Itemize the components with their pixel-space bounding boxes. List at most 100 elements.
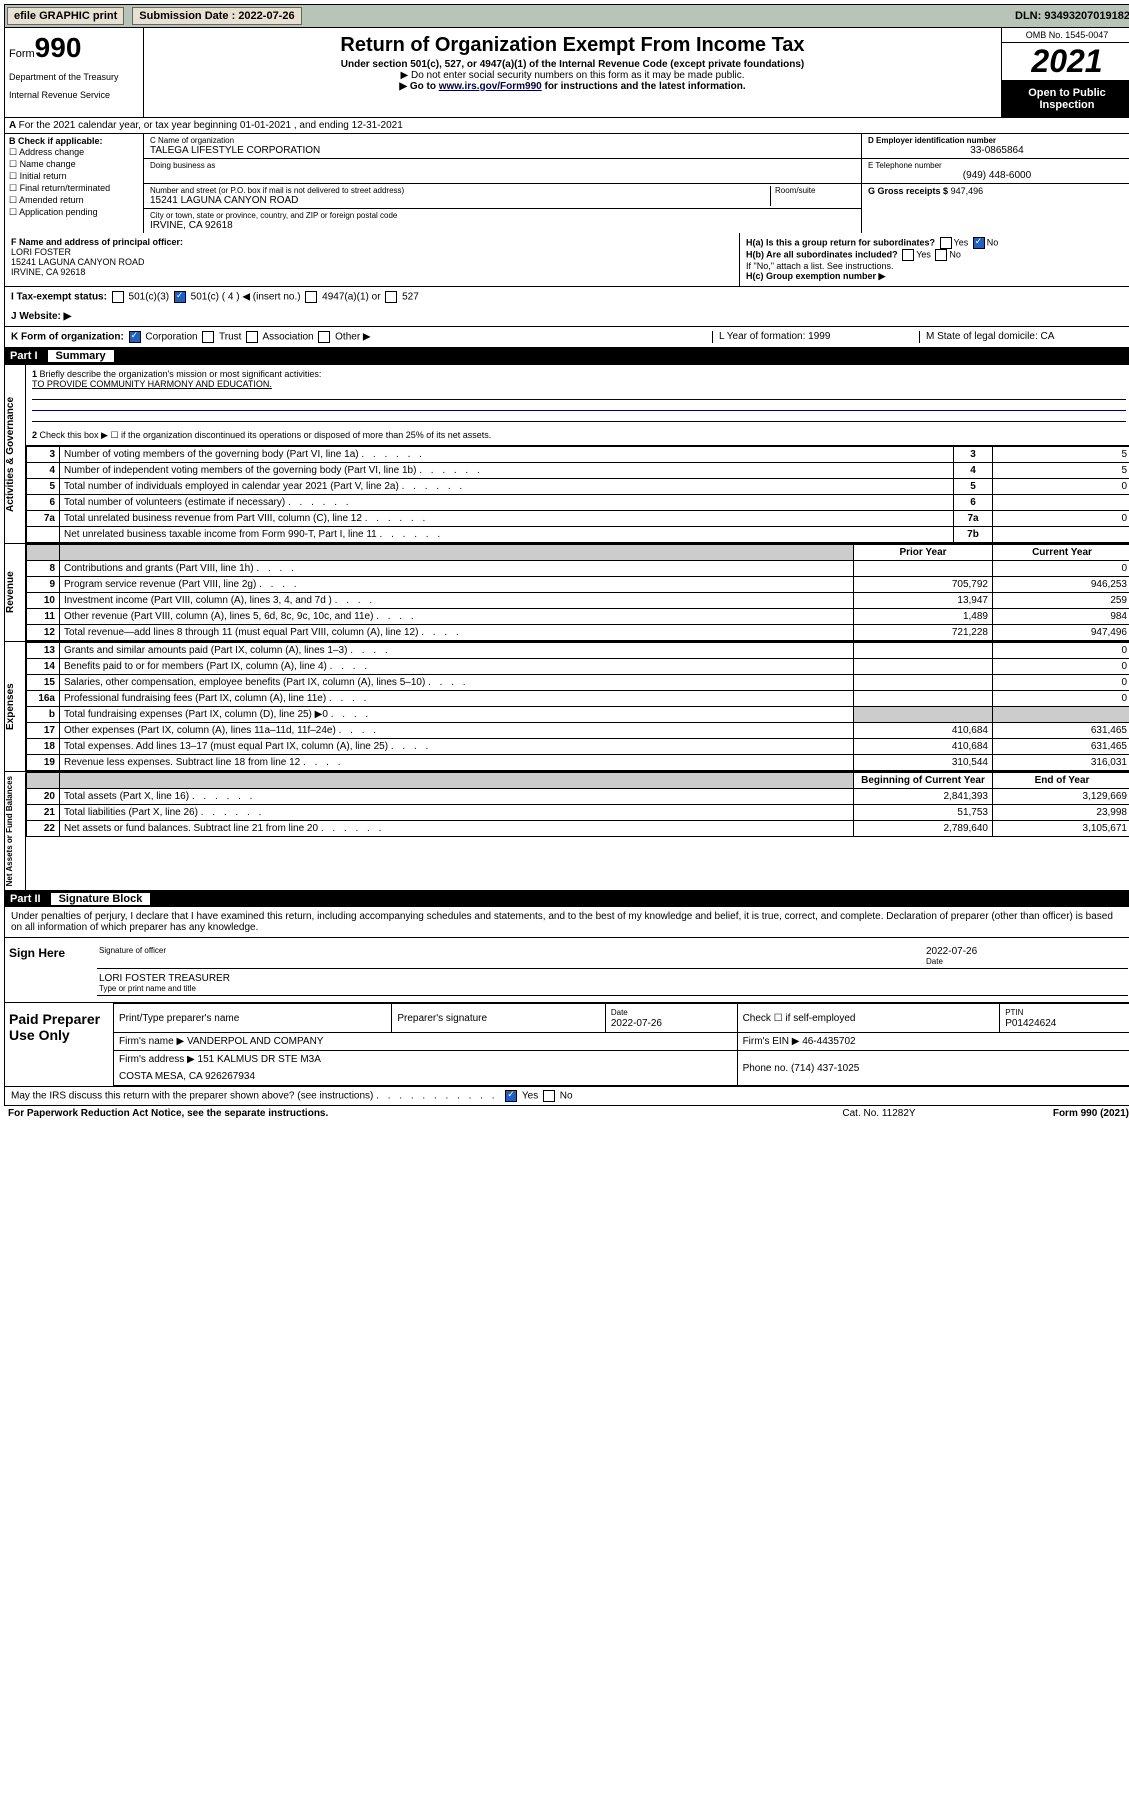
net-assets-table: Beginning of Current YearEnd of Year20To…	[26, 772, 1129, 837]
paperwork-notice: For Paperwork Reduction Act Notice, see …	[8, 1108, 779, 1119]
ck-initial-return[interactable]: ☐ Initial return	[9, 171, 139, 182]
city-state-zip: IRVINE, CA 92618	[150, 220, 855, 231]
tax-status-label: I Tax-exempt status:	[11, 292, 107, 303]
website-label: J Website: ▶	[11, 311, 71, 322]
expenses-table: 13Grants and similar amounts paid (Part …	[26, 642, 1129, 771]
form-header: Form990 Department of the Treasury Inter…	[4, 28, 1129, 118]
form-title: Return of Organization Exempt From Incom…	[148, 34, 997, 57]
ck-trust[interactable]	[202, 331, 214, 343]
ck-name-change[interactable]: ☐ Name change	[9, 159, 139, 170]
ck-501c3[interactable]	[112, 291, 124, 303]
firm-addr1: 151 KALMUS DR STE M3A	[198, 1054, 321, 1065]
ein-value: 33-0865864	[868, 145, 1126, 156]
vlabel-governance: Activities & Governance	[5, 365, 26, 543]
ha-no[interactable]	[973, 237, 985, 249]
officer-addr1: 15241 LAGUNA CANYON ROAD	[11, 257, 733, 267]
org-name: TALEGA LIFESTYLE CORPORATION	[150, 145, 855, 156]
part1-title: Summary	[48, 350, 114, 362]
firm-phone: (714) 437-1025	[791, 1063, 859, 1074]
line2-text: Check this box ▶ ☐ if the organization d…	[40, 430, 492, 440]
city-label: City or town, state or province, country…	[150, 211, 855, 220]
ck-application-pending[interactable]: ☐ Application pending	[9, 207, 139, 218]
ck-other[interactable]	[318, 331, 330, 343]
tel-value: (949) 448-6000	[868, 170, 1126, 181]
ck-corporation[interactable]	[129, 331, 141, 343]
ck-527[interactable]	[385, 291, 397, 303]
hb-yes[interactable]	[902, 249, 914, 261]
sign-here-label: Sign Here	[5, 938, 93, 1002]
street-address: 15241 LAGUNA CANYON ROAD	[150, 195, 770, 206]
preparer-sig-label: Preparer's signature	[392, 1004, 606, 1033]
discuss-label: May the IRS discuss this return with the…	[11, 1091, 373, 1102]
ck-501c[interactable]	[174, 291, 186, 303]
sig-officer-label: Signature of officer	[99, 946, 926, 955]
open-to-public: Open to Public Inspection	[1002, 81, 1129, 117]
irs-label: Internal Revenue Service	[9, 90, 139, 100]
vlabel-revenue: Revenue	[5, 544, 26, 641]
ck-amended-return[interactable]: ☐ Amended return	[9, 195, 139, 206]
hb-note: If "No," attach a list. See instructions…	[746, 261, 1126, 271]
org-name-label: C Name of organization	[150, 136, 855, 145]
efile-print-button[interactable]: efile GRAPHIC print	[7, 7, 124, 25]
vlabel-net-assets: Net Assets or Fund Balances	[5, 772, 26, 890]
tax-year-range: For the 2021 calendar year, or tax year …	[19, 120, 403, 131]
dept-treasury: Department of the Treasury	[9, 72, 139, 82]
goto-suffix: for instructions and the latest informat…	[542, 81, 746, 92]
self-employed-check[interactable]: Check ☐ if self-employed	[737, 1004, 1000, 1033]
room-label: Room/suite	[775, 186, 855, 195]
tel-label: E Telephone number	[868, 161, 1126, 170]
firm-addr2: COSTA MESA, CA 926267934	[114, 1068, 738, 1086]
gross-value: 947,496	[951, 186, 984, 196]
dln: DLN: 93493207019182	[1015, 10, 1129, 22]
gross-label: G Gross receipts $	[868, 186, 948, 196]
officer-name: LORI FOSTER	[11, 247, 733, 257]
year-formation: L Year of formation: 1999	[712, 331, 919, 343]
cat-no: Cat. No. 11282Y	[779, 1108, 979, 1119]
ein-label: D Employer identification number	[868, 136, 1126, 145]
paid-preparer-label: Paid Preparer Use Only	[5, 1003, 113, 1086]
preparer-name-label: Print/Type preparer's name	[114, 1004, 392, 1033]
form-ref: Form 990 (2021)	[979, 1108, 1129, 1119]
part2-header: Part II Signature Block	[4, 891, 1129, 907]
subtitle-3: ▶ Go to www.irs.gov/Form990 for instruct…	[148, 81, 997, 92]
officer-addr2: IRVINE, CA 92618	[11, 267, 733, 277]
hc-label: H(c) Group exemption number ▶	[746, 271, 1126, 282]
form-org-label: K Form of organization:	[11, 332, 124, 343]
hb-no[interactable]	[935, 249, 947, 261]
sig-date: 2022-07-26	[926, 946, 977, 957]
subtitle-2: ▶ Do not enter social security numbers o…	[148, 70, 997, 81]
revenue-table: Prior YearCurrent Year8Contributions and…	[26, 544, 1129, 641]
tax-year: 2021	[1002, 43, 1129, 81]
submission-date: Submission Date : 2022-07-26	[132, 7, 301, 25]
ptin-value: P01424624	[1005, 1018, 1056, 1029]
firm-name: VANDERPOL AND COMPANY	[187, 1036, 324, 1047]
form990-link[interactable]: www.irs.gov/Form990	[439, 81, 542, 92]
state-domicile: M State of legal domicile: CA	[919, 331, 1126, 343]
ck-final-return[interactable]: ☐ Final return/terminated	[9, 183, 139, 194]
page-footer: For Paperwork Reduction Act Notice, see …	[4, 1106, 1129, 1121]
row-a-tax-year: A For the 2021 calendar year, or tax yea…	[4, 118, 1129, 134]
preparer-date: 2022-07-26	[611, 1018, 662, 1029]
perjury-declaration: Under penalties of perjury, I declare th…	[5, 907, 1129, 937]
discuss-no[interactable]	[543, 1090, 555, 1102]
ck-association[interactable]	[246, 331, 258, 343]
ck-address-change[interactable]: ☐ Address change	[9, 147, 139, 158]
discuss-yes[interactable]	[505, 1090, 517, 1102]
form-number: 990	[35, 32, 82, 63]
mission-label: Briefly describe the organization's miss…	[40, 369, 322, 379]
omb-number: OMB No. 1545-0047	[1002, 28, 1129, 43]
firm-ein: 46-4435702	[802, 1036, 855, 1047]
ha-yes[interactable]	[940, 237, 952, 249]
part1-num: Part I	[10, 350, 48, 362]
ck-4947[interactable]	[305, 291, 317, 303]
top-bar: efile GRAPHIC print Submission Date : 20…	[4, 4, 1129, 28]
vlabel-expenses: Expenses	[5, 642, 26, 771]
ha-label: H(a) Is this a group return for subordin…	[746, 237, 935, 247]
governance-table: 3Number of voting members of the governi…	[26, 446, 1129, 543]
part1-header: Part I Summary	[4, 348, 1129, 364]
part2-num: Part II	[10, 893, 51, 905]
form-word: Form	[9, 48, 35, 60]
goto-prefix: ▶ Go to	[399, 81, 438, 92]
addr-label: Number and street (or P.O. box if mail i…	[150, 186, 770, 195]
officer-name-title: LORI FOSTER TREASURER	[99, 973, 230, 984]
